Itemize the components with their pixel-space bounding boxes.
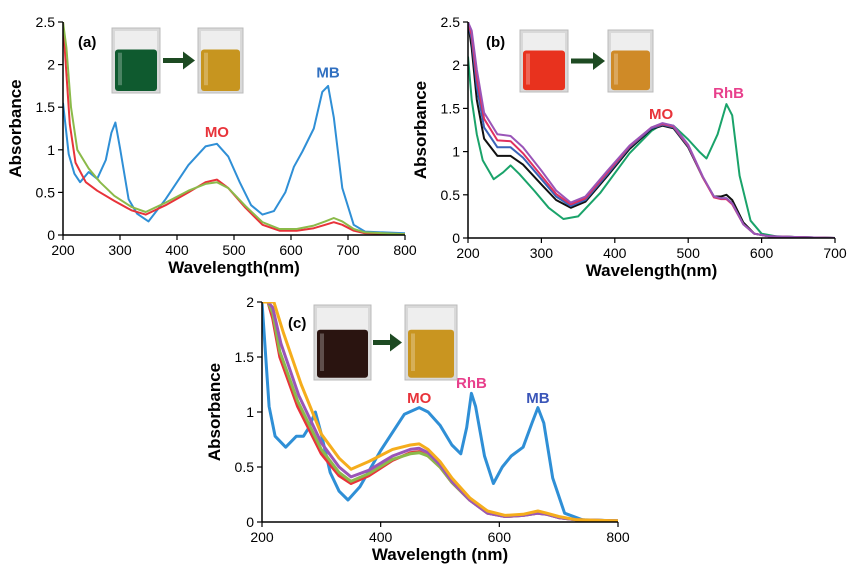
x-tick-label: 700 xyxy=(336,242,360,258)
vial-highlight xyxy=(614,53,618,85)
vial-solution xyxy=(317,329,368,378)
x-tick-label: 600 xyxy=(488,529,512,545)
y-tick-label: 0.5 xyxy=(441,187,461,203)
y-tick-label: 1.5 xyxy=(36,99,56,115)
peak-label-mb: MB xyxy=(526,390,549,407)
x-tick-label: 200 xyxy=(250,529,274,545)
x-tick-label: 600 xyxy=(750,245,774,261)
peak-label-mb: MB xyxy=(316,64,339,81)
x-tick-label: 200 xyxy=(51,242,75,258)
y-tick-label: 2 xyxy=(452,57,460,73)
y-tick-label: 1.5 xyxy=(235,349,255,365)
x-tick-label: 600 xyxy=(279,242,303,258)
vial-glass-top xyxy=(523,33,565,52)
x-axis-title: Wavelength(nm) xyxy=(586,261,718,280)
y-tick-label: 0.5 xyxy=(235,459,255,475)
y-tick-label: 0 xyxy=(47,227,55,243)
y-tick-label: 1 xyxy=(452,144,460,160)
vial-highlight xyxy=(320,333,324,371)
y-axis-title: Absorbance xyxy=(6,79,25,177)
series-line-1 xyxy=(63,22,405,235)
x-tick-label: 700 xyxy=(823,245,847,261)
series-line-2 xyxy=(63,22,405,235)
peak-label-mo: MO xyxy=(205,124,229,141)
series-line-4 xyxy=(262,302,618,522)
x-tick-label: 300 xyxy=(530,245,554,261)
arrow-right-icon xyxy=(593,52,605,70)
vial-before xyxy=(519,29,569,93)
panel-label: (b) xyxy=(486,34,505,51)
y-tick-label: 2 xyxy=(246,294,254,310)
series-line-0 xyxy=(262,302,618,522)
vial-before xyxy=(111,27,161,94)
vial-highlight xyxy=(411,333,415,371)
series-line-3 xyxy=(262,302,618,522)
vial-solution xyxy=(201,49,240,92)
vial-highlight xyxy=(526,53,530,85)
y-tick-label: 1.5 xyxy=(441,100,461,116)
x-tick-label: 400 xyxy=(603,245,627,261)
vial-solution xyxy=(523,50,565,91)
peak-label-rhb: RhB xyxy=(713,85,744,102)
vial-highlight xyxy=(204,52,208,86)
y-tick-label: 2.5 xyxy=(36,14,56,30)
x-tick-label: 400 xyxy=(165,242,189,258)
vial-glass-top xyxy=(611,33,650,52)
x-axis-title: Wavelength (nm) xyxy=(372,545,508,564)
arrow-right-icon xyxy=(390,333,402,352)
vial-solution xyxy=(611,50,650,91)
x-tick-label: 200 xyxy=(456,245,480,261)
vial-before xyxy=(313,304,372,381)
y-tick-label: 0 xyxy=(246,514,254,530)
vial-solution xyxy=(115,49,157,92)
y-axis-title: Absorbance xyxy=(411,81,430,179)
panel-a: 200 300 400 500 600 700 800 0 0.5 1 1.5 2 2.5 Wavelen… xyxy=(6,14,417,277)
peak-label-rhb: RhB xyxy=(456,375,487,392)
peak-label-mo: MO xyxy=(407,390,431,407)
vial-solution xyxy=(408,329,454,378)
vial-glass-top xyxy=(115,31,157,51)
vial-glass-top xyxy=(317,308,368,331)
panel-label: (c) xyxy=(288,315,306,332)
series-line-0 xyxy=(468,56,835,238)
peak-label-mo: MO xyxy=(649,106,673,123)
vial-after xyxy=(607,29,654,93)
arrow-right-icon xyxy=(183,51,195,70)
y-tick-label: 1 xyxy=(246,404,254,420)
vial-after xyxy=(197,27,244,94)
x-axis-title: Wavelength(nm) xyxy=(168,258,300,277)
y-tick-label: 2 xyxy=(47,57,55,73)
series-line-0 xyxy=(63,84,405,235)
vial-glass-top xyxy=(201,31,240,51)
x-tick-label: 500 xyxy=(222,242,246,258)
vial-glass-top xyxy=(408,308,454,331)
x-tick-label: 800 xyxy=(393,242,417,258)
y-axis-title: Absorbance xyxy=(205,363,224,461)
vial-highlight xyxy=(118,52,122,86)
x-tick-label: 800 xyxy=(606,529,630,545)
y-tick-label: 1 xyxy=(47,142,55,158)
y-tick-label: 0 xyxy=(452,230,460,246)
panel-c: 200 400 600 800 0 0.5 1 1.5 2 Wavelength (nm) Abso… xyxy=(205,294,630,564)
panel-b: 200 300 400 500 600 700 0 0.5 1 1.5 2 2.5 Wavelength… xyxy=(411,14,847,280)
y-tick-label: 0.5 xyxy=(36,184,56,200)
x-tick-label: 300 xyxy=(108,242,132,258)
panel-label: (a) xyxy=(78,34,96,51)
series-line-4 xyxy=(468,22,835,238)
y-tick-label: 2.5 xyxy=(441,14,461,30)
x-tick-label: 400 xyxy=(369,529,393,545)
x-tick-label: 500 xyxy=(677,245,701,261)
vial-after xyxy=(404,304,458,381)
